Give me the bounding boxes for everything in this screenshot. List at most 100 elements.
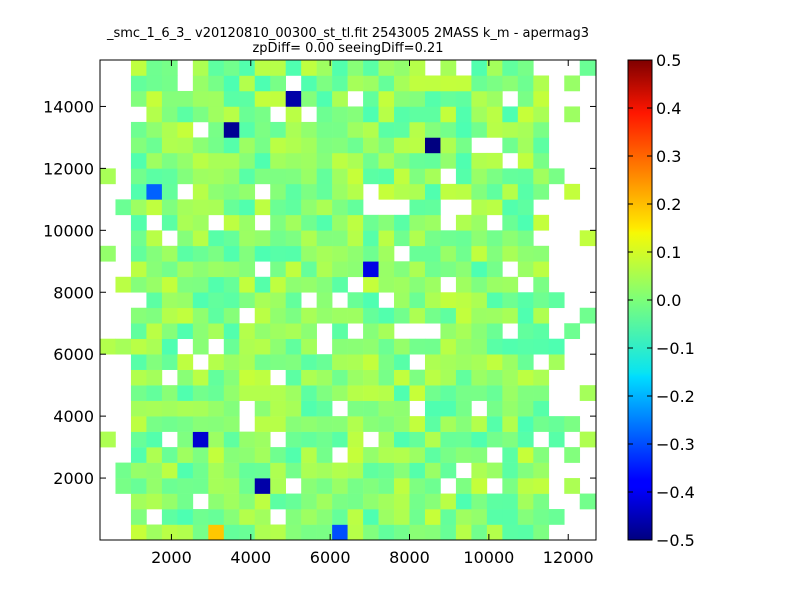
heatmap-cell: [579, 385, 596, 401]
heatmap-cell: [409, 276, 426, 293]
heatmap-cell: [455, 478, 472, 494]
heatmap-cell: [363, 168, 379, 185]
heatmap-cell: [394, 60, 410, 76]
heatmap-cell: [146, 369, 163, 386]
heatmap-cell: [130, 416, 147, 432]
heatmap-cell: [517, 493, 534, 510]
heatmap-cell: [533, 276, 550, 293]
heatmap-cell: [471, 323, 488, 340]
heatmap-cell: [254, 307, 271, 324]
heatmap-cell: [533, 323, 550, 340]
heatmap-cell: [239, 292, 256, 309]
heatmap-cell: [239, 385, 256, 401]
heatmap-cell: [471, 292, 488, 309]
heatmap-cell: [424, 509, 441, 525]
heatmap-cell: [455, 493, 472, 510]
heatmap-cell: [455, 323, 472, 340]
heatmap-cell: [378, 106, 395, 123]
heatmap-cell: [177, 90, 194, 107]
heatmap-cell: [471, 354, 488, 370]
heatmap-cell: [409, 183, 426, 200]
heatmap-cell: [455, 338, 472, 355]
heatmap-cell: [363, 214, 379, 231]
heatmap-cell: [146, 478, 163, 494]
heatmap-cell: [270, 75, 287, 92]
heatmap-cell: [130, 199, 147, 216]
heatmap-cell: [332, 493, 348, 510]
heatmap-cell: [301, 447, 317, 463]
heatmap-cell: [301, 369, 317, 386]
heatmap-cell: [394, 106, 410, 123]
heatmap-cell: [270, 276, 287, 293]
heatmap-cell: [347, 431, 364, 448]
heatmap-cell: [471, 152, 488, 169]
heatmap-cell: [130, 478, 147, 494]
heatmap-cell: [378, 431, 395, 448]
heatmap-cell: [332, 245, 348, 262]
heatmap-cell: [223, 354, 240, 370]
heatmap-cell: [455, 121, 472, 138]
heatmap-cell: [301, 75, 317, 92]
colorbar-ticks: 0.5 0.4 0.3 0.2 0.1 0.0 −0.1 −0.2 −0.3 −0.4 −0.5: [628, 51, 695, 550]
heatmap-cell: [130, 214, 147, 231]
heatmap-cell: [517, 230, 534, 247]
heatmap-cell: [378, 307, 395, 324]
heatmap-cell: [223, 416, 240, 432]
heatmap-cell: [130, 121, 147, 138]
heatmap-cell: [471, 276, 488, 293]
heatmap-cell: [486, 152, 503, 169]
heatmap-cell: [285, 462, 302, 479]
heatmap-cell: [192, 369, 209, 386]
heatmap-cell: [316, 354, 333, 370]
heatmap-cell: [533, 292, 550, 309]
heatmap-cell: [409, 60, 426, 76]
heatmap-cell: [146, 152, 163, 169]
heatmap-cell: [316, 385, 333, 401]
heatmap-cell: [177, 199, 194, 216]
heatmap-cell: [548, 509, 565, 525]
heatmap-cell: [239, 323, 256, 340]
heatmap-cell: [208, 168, 225, 185]
heatmap-cell: [363, 524, 379, 540]
heatmap-cell: [378, 524, 395, 540]
heatmap-cell: [347, 369, 364, 386]
heatmap-cell: [378, 261, 395, 278]
heatmap-cell: [285, 199, 302, 216]
heatmap-cell: [223, 245, 240, 262]
heatmap-cell: [517, 509, 534, 525]
heatmap-cell: [579, 230, 596, 247]
heatmap-cell: [285, 338, 302, 355]
heatmap-cell: [347, 230, 364, 247]
heatmap-cell: [161, 121, 178, 138]
heatmap-cell: [471, 90, 488, 107]
heatmap-cell: [285, 276, 302, 293]
heatmap-cell: [332, 431, 348, 448]
heatmap-cell: [270, 524, 287, 540]
heatmap-cell: [409, 168, 426, 185]
heatmap-cell: [285, 230, 302, 247]
heatmap-cell: [378, 509, 395, 525]
heatmap-cell: [564, 416, 581, 432]
heatmap-cell: [394, 462, 410, 479]
heatmap-cell: [363, 90, 379, 107]
heatmap-cell: [301, 183, 317, 200]
heatmap-cell: [130, 75, 147, 92]
heatmap-cell: [208, 106, 225, 123]
heatmap-cell: [440, 323, 457, 340]
heatmap-cell: [254, 292, 271, 309]
heatmap-cell: [161, 478, 178, 494]
heatmap-cell: [146, 447, 163, 463]
heatmap-cell: [316, 509, 333, 525]
heatmap-cell: [332, 524, 348, 540]
heatmap-cell: [394, 509, 410, 525]
heatmap-cell: [161, 400, 178, 417]
heatmap-cell: [424, 214, 441, 231]
heatmap-cell: [347, 292, 364, 309]
heatmap-cell: [548, 168, 565, 185]
y-tick-label: 2000: [53, 469, 94, 488]
heatmap-cell: [270, 137, 287, 154]
heatmap-cell: [254, 385, 271, 401]
heatmap-cell: [239, 338, 256, 355]
heatmap-cell: [192, 292, 209, 309]
heatmap-cell: [208, 137, 225, 154]
